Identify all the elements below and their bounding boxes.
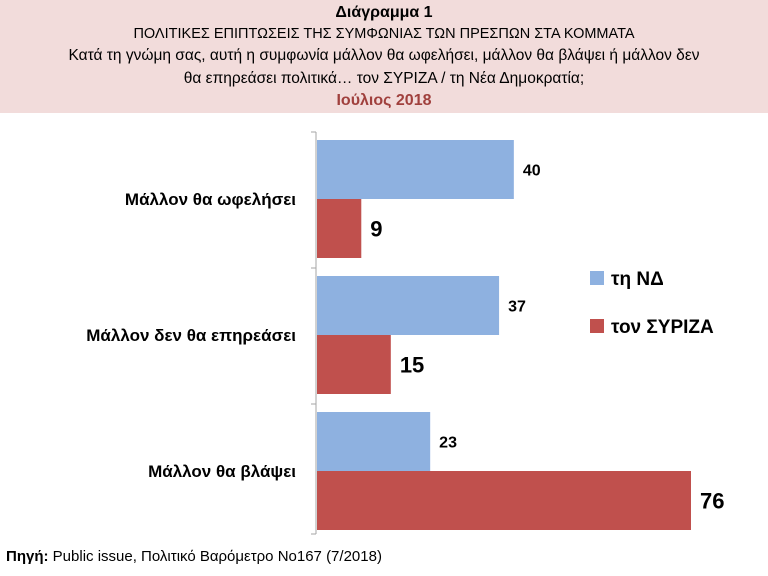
chart-header: Διάγραμμα 1 ΠΟΛΙΤΙΚΕΣ ΕΠΙΠΤΩΣΕΙΣ ΤΗΣ ΣΥΜ… — [0, 0, 768, 113]
source-footer: Πηγή: Public issue, Πολιτικό Βαρόμετρο Ν… — [6, 548, 382, 565]
question-line-1: Κατά τη γνώμη σας, αυτή η συμφωνία μάλλο… — [68, 47, 700, 64]
category-label: Μάλλον θα βλάψει — [148, 462, 296, 481]
legend-label-syriza: τον ΣΥΡΙΖΑ — [611, 317, 714, 338]
data-label: 40 — [523, 162, 541, 179]
diagram-number: Διάγραμμα 1 — [335, 4, 433, 21]
survey-date: Ιούλιος 2018 — [336, 92, 432, 109]
bar-syriza — [317, 471, 691, 530]
bar-nd — [317, 140, 514, 199]
source-text: Public issue, Πολιτικό Βαρόμετρο Νο167 (… — [48, 548, 382, 565]
data-label: 9 — [370, 216, 382, 241]
question-line-2: θα επηρεάσει πολιτικά… τον ΣΥΡΙΖΑ / τη Ν… — [183, 70, 585, 87]
bar-nd — [317, 412, 431, 471]
bar-syriza — [317, 199, 362, 258]
bar-chart: Μάλλον θα ωφελήσει 40 9 Μάλλον δεν θα επηρε… — [86, 131, 724, 535]
legend-swatch-syriza — [590, 319, 604, 333]
bar-syriza — [317, 335, 391, 394]
data-label: 37 — [508, 298, 526, 315]
data-label: 76 — [700, 488, 724, 513]
bar-nd — [317, 276, 500, 335]
category-label: Μάλλον θα ωφελήσει — [125, 190, 296, 209]
chart-title: ΠΟΛΙΤΙΚΕΣ ΕΠΙΠΤΩΣΕΙΣ ΤΗΣ ΣΥΜΦΩΝΙΑΣ ΤΩΝ Π… — [133, 26, 635, 42]
legend-label-nd: τη ΝΔ — [611, 269, 664, 290]
source-label: Πηγή: — [6, 548, 49, 565]
data-label: 23 — [439, 434, 457, 451]
legend-swatch-nd — [590, 271, 604, 285]
data-label: 15 — [400, 352, 424, 377]
category-label: Μάλλον δεν θα επηρεάσει — [86, 326, 296, 345]
